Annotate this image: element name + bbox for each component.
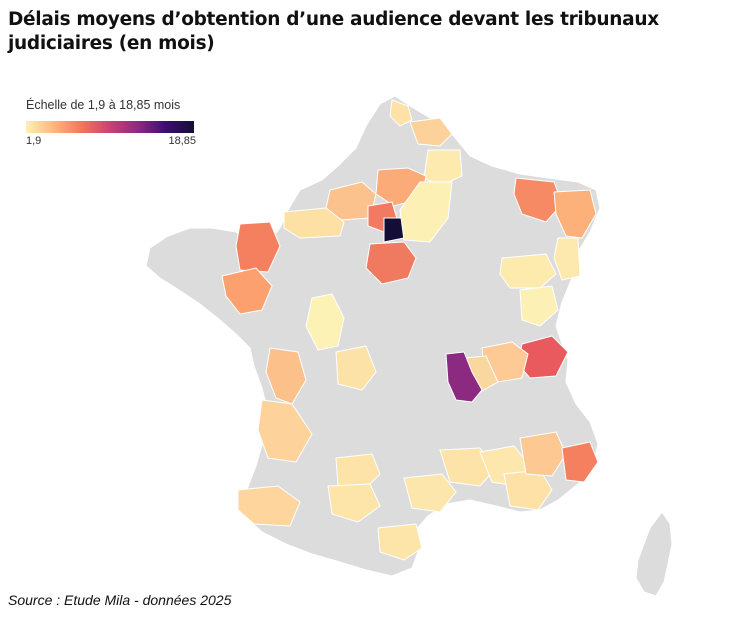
region-orleans [365,241,417,285]
region-reims [399,181,453,243]
region-montbrison [445,351,483,403]
region-aisne-north [423,149,463,187]
region-lille [389,99,413,127]
region-bordeaux [257,399,313,463]
region-besancon [519,285,559,327]
region-pau [237,485,301,527]
legend-gradient-bar [26,121,194,133]
region-nice-west [519,431,567,477]
region-metz [513,177,563,223]
region-limoges [335,345,377,391]
source-note: Source : Etude Mila - données 2025 [8,592,232,608]
region-douai [409,117,453,147]
corsica [635,511,673,597]
legend-labels: 1,9 18,85 [26,135,196,149]
color-legend: Échelle de 1,9 à 18,85 mois 1,9 18,85 [26,97,196,149]
region-strasbourg [553,189,597,239]
region-paris [383,217,405,243]
region-nimes [403,473,457,513]
legend-min-label: 1,9 [26,135,42,147]
legend-max-label: 18,85 [168,135,196,147]
region-agen [335,453,381,493]
region-perpignan [377,523,423,561]
region-nice [561,441,599,483]
france-map [0,82,743,602]
region-poitiers [305,293,345,351]
chart-title: Délais moyens d’obtention d’une audience… [8,9,659,54]
region-rennes [235,221,281,273]
legend-title: Échelle de 1,9 à 18,85 mois [26,98,181,112]
region-toulouse [327,483,381,523]
region-caen [283,207,345,239]
region-nantes [221,267,273,315]
region-nancy [553,237,581,281]
